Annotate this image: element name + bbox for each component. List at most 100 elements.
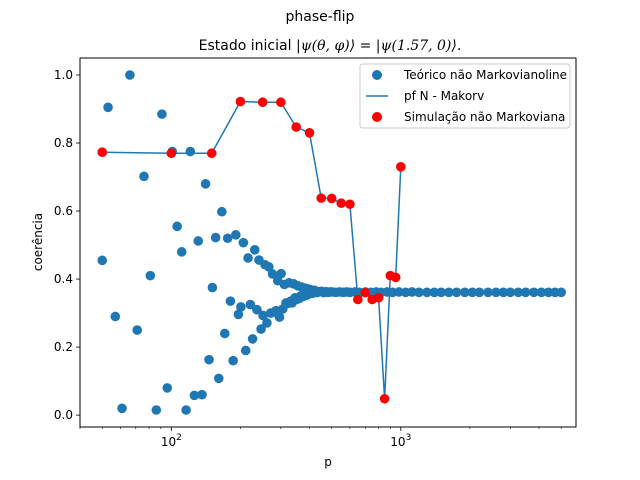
theory-point — [207, 282, 218, 293]
theory-point — [264, 262, 274, 272]
simulation-point — [336, 198, 347, 209]
legend: Teórico não Markovianoline pf N - Makorv… — [359, 63, 571, 129]
theory-point — [467, 287, 478, 298]
theory-point — [520, 287, 531, 298]
theory-point — [258, 310, 268, 321]
theory-point — [394, 287, 404, 297]
simulation-point — [373, 292, 384, 303]
theory-point — [513, 287, 524, 298]
theory-point — [217, 206, 227, 217]
theory-point — [436, 287, 447, 298]
theory-point — [132, 325, 142, 335]
legend-label-line: pf N - Makorv — [404, 89, 484, 103]
simulation-point — [390, 272, 401, 283]
y-tick-label: 1.0 — [54, 68, 73, 82]
series-layer — [97, 70, 567, 415]
theory-point — [529, 287, 539, 298]
theory-point — [125, 70, 135, 80]
chart-suptitle: phase-flip — [286, 9, 355, 25]
simulation-point — [206, 148, 217, 159]
chart-title-math: |ψ(θ, φ)⟩ = |ψ(1.57, 0)⟩. — [296, 38, 461, 54]
simulation-point — [276, 97, 286, 108]
theory-point — [252, 304, 262, 315]
theory-point — [213, 373, 224, 384]
simulation-point — [304, 128, 315, 138]
theory-point — [139, 171, 149, 182]
theory-point — [145, 270, 156, 281]
theory-point — [233, 309, 244, 320]
theory-point — [243, 253, 253, 263]
simulation-point — [235, 96, 246, 107]
theory-point — [274, 312, 285, 322]
theory-point — [536, 287, 547, 298]
theory-point — [451, 287, 462, 298]
theory-point — [245, 299, 256, 310]
theory-point — [556, 287, 567, 298]
chart-title: Estado inicial |ψ(θ, φ)⟩ = |ψ(1.57, 0)⟩. — [199, 38, 462, 54]
theory-point — [267, 269, 278, 279]
axes-frame — [79, 57, 577, 428]
x-axis-label: p — [324, 455, 332, 469]
y-tick-label: 0.4 — [54, 272, 73, 286]
theory-point — [103, 102, 113, 113]
theory-point — [157, 109, 167, 119]
theory-point — [189, 390, 200, 401]
theory-point — [491, 287, 501, 298]
simulation-point — [291, 122, 301, 132]
theory-point — [414, 287, 424, 298]
theory-point — [117, 403, 127, 414]
theory-point — [172, 221, 182, 232]
theory-point — [222, 233, 233, 244]
theory-point — [225, 296, 236, 306]
y-tick-label: 0.8 — [54, 136, 73, 150]
theory-point — [197, 389, 207, 400]
theory-point — [219, 328, 230, 339]
y-tick-label: 0.0 — [54, 408, 73, 422]
theory-point — [483, 287, 493, 298]
y-axis: 0.0 0.2 0.4 0.6 0.8 1.0 — [54, 68, 80, 422]
simulation-point — [396, 162, 406, 172]
simulation-point — [316, 193, 327, 203]
x-axis: 102 103 — [79, 427, 562, 449]
theory-point — [429, 287, 440, 298]
theory-point — [276, 268, 286, 279]
theory-point — [110, 311, 121, 322]
theory-point — [200, 179, 211, 189]
theory-point — [176, 247, 187, 257]
chart-title-text: Estado inicial — [199, 38, 296, 54]
legend-label-simulation: Simulação não Markoviana — [404, 110, 565, 124]
x-tick-label: 103 — [390, 433, 411, 449]
theory-point — [231, 230, 241, 240]
theory-point — [210, 232, 221, 243]
simulation-point — [345, 199, 355, 210]
legend-marker-simulation — [372, 112, 382, 122]
y-tick-label: 0.6 — [54, 204, 73, 218]
simulation-point — [360, 287, 371, 298]
theory-point — [240, 345, 251, 356]
y-tick-label: 0.2 — [54, 340, 73, 354]
theory-point — [162, 383, 173, 393]
theory-point — [543, 287, 554, 298]
theory-point — [256, 324, 266, 334]
theory-point — [185, 146, 196, 157]
theory-point — [181, 405, 191, 415]
legend-box — [359, 63, 571, 129]
simulation-point — [353, 294, 363, 305]
theory-point — [459, 287, 470, 298]
simulation-point — [326, 193, 337, 204]
theory-point — [228, 355, 238, 366]
theory-point — [97, 255, 108, 266]
theory-point — [474, 287, 485, 298]
legend-label-theory: Teórico não Markovianoline — [403, 68, 567, 82]
theory-point — [238, 237, 249, 248]
theory-point — [249, 245, 260, 255]
simulation-point — [166, 148, 177, 159]
theory-point — [407, 287, 417, 297]
simulation-point — [97, 147, 108, 158]
theory-point — [204, 354, 214, 365]
y-axis-label: coerência — [31, 213, 45, 271]
theory-point — [262, 318, 272, 328]
x-tick-label: 102 — [161, 433, 182, 449]
theory-point — [236, 302, 246, 312]
